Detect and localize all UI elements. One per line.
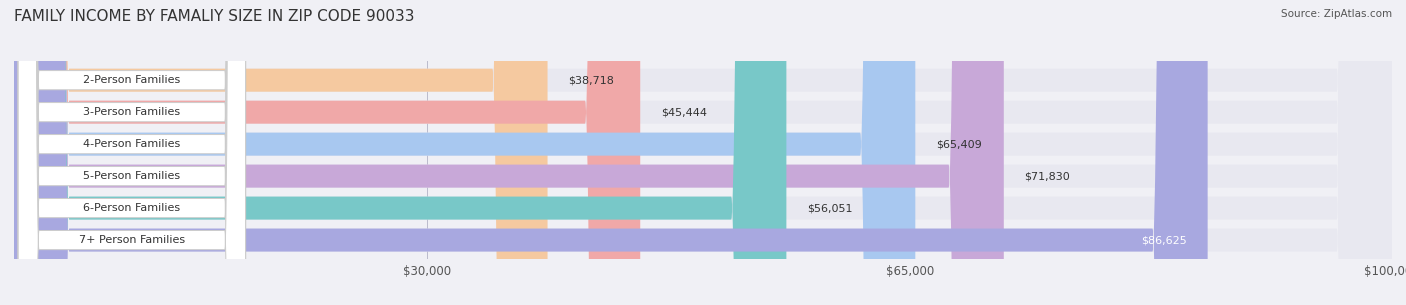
Text: 6-Person Families: 6-Person Families (83, 203, 180, 213)
FancyBboxPatch shape (14, 0, 1004, 305)
Text: $65,409: $65,409 (936, 139, 981, 149)
FancyBboxPatch shape (18, 0, 246, 305)
FancyBboxPatch shape (14, 0, 1392, 305)
Text: $86,625: $86,625 (1142, 235, 1187, 245)
Text: Source: ZipAtlas.com: Source: ZipAtlas.com (1281, 9, 1392, 19)
FancyBboxPatch shape (14, 0, 1392, 305)
FancyBboxPatch shape (14, 0, 1208, 305)
Text: 7+ Person Families: 7+ Person Families (79, 235, 186, 245)
FancyBboxPatch shape (14, 0, 1392, 305)
FancyBboxPatch shape (14, 0, 786, 305)
Text: 3-Person Families: 3-Person Families (83, 107, 180, 117)
Text: FAMILY INCOME BY FAMALIY SIZE IN ZIP CODE 90033: FAMILY INCOME BY FAMALIY SIZE IN ZIP COD… (14, 9, 415, 24)
Text: $45,444: $45,444 (661, 107, 707, 117)
Text: $71,830: $71,830 (1025, 171, 1070, 181)
FancyBboxPatch shape (18, 0, 246, 305)
FancyBboxPatch shape (14, 0, 547, 305)
FancyBboxPatch shape (14, 0, 915, 305)
FancyBboxPatch shape (18, 0, 246, 305)
FancyBboxPatch shape (14, 0, 1392, 305)
Text: $38,718: $38,718 (568, 75, 614, 85)
Text: 5-Person Families: 5-Person Families (83, 171, 180, 181)
Text: $56,051: $56,051 (807, 203, 852, 213)
FancyBboxPatch shape (14, 0, 640, 305)
FancyBboxPatch shape (14, 0, 1392, 305)
Text: 2-Person Families: 2-Person Families (83, 75, 180, 85)
FancyBboxPatch shape (18, 0, 246, 305)
FancyBboxPatch shape (18, 0, 246, 305)
FancyBboxPatch shape (18, 0, 246, 305)
Text: 4-Person Families: 4-Person Families (83, 139, 180, 149)
FancyBboxPatch shape (14, 0, 1392, 305)
